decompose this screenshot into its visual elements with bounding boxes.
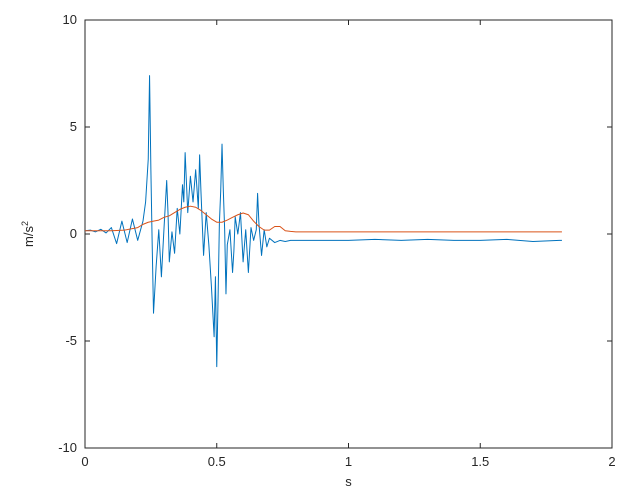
y-tick-label: -10 bbox=[58, 440, 77, 455]
x-tick-label: 1.5 bbox=[471, 454, 489, 469]
x-tick-label: 0 bbox=[81, 454, 88, 469]
chart-container: 00.511.52-10-50510sm/s2 bbox=[0, 0, 640, 501]
line-chart: 00.511.52-10-50510sm/s2 bbox=[0, 0, 640, 501]
y-tick-label: 0 bbox=[70, 226, 77, 241]
y-tick-label: 5 bbox=[70, 119, 77, 134]
x-axis-label: s bbox=[345, 474, 352, 489]
y-tick-label: -5 bbox=[65, 333, 77, 348]
y-tick-label: 10 bbox=[63, 12, 77, 27]
x-tick-label: 2 bbox=[608, 454, 615, 469]
x-tick-label: 0.5 bbox=[208, 454, 226, 469]
x-tick-label: 1 bbox=[345, 454, 352, 469]
